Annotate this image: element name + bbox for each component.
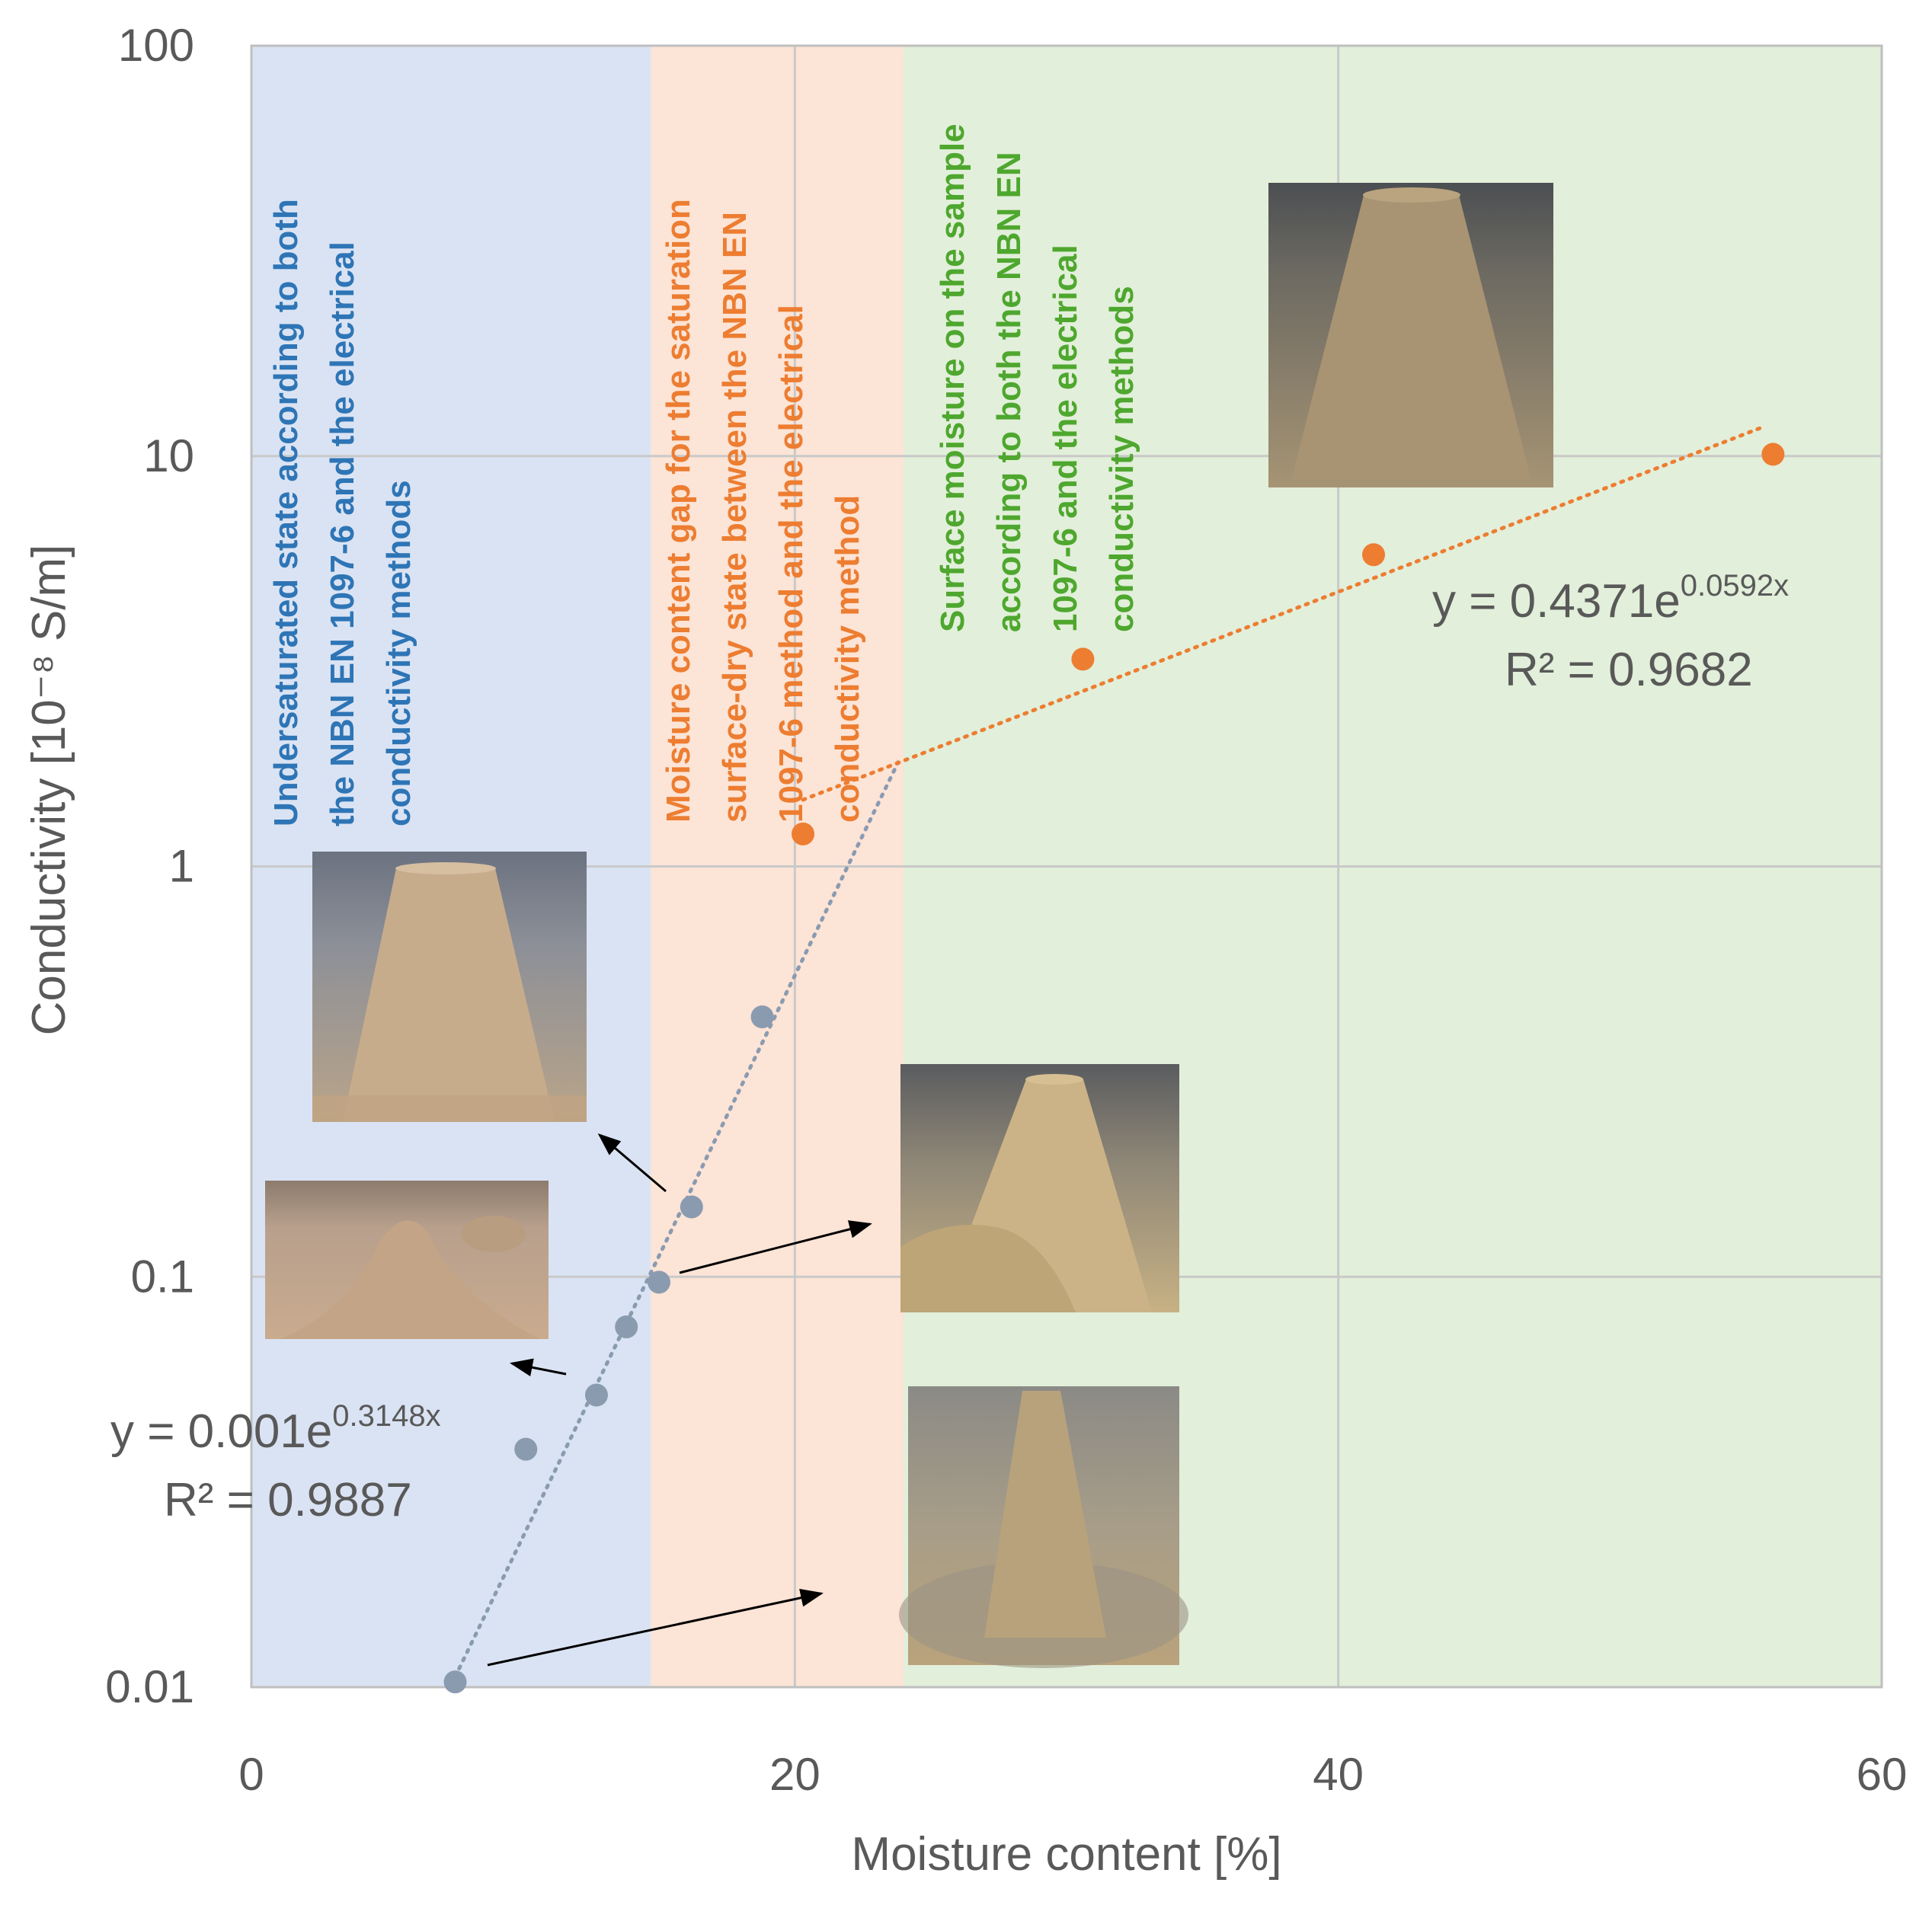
photo-slumped-cone [900,1064,1179,1312]
y-axis-title: Conductivity [10⁻⁸ S/m] [23,545,75,1036]
point-series-1-2 [584,1383,608,1407]
point-series-2-3 [1761,443,1785,466]
region-1-text-line-1: surface-dry state between the NBN EN [716,212,753,823]
point-series-2-1 [1071,647,1095,671]
arrow-to-mound-photo [510,1358,567,1376]
plot-frame [250,44,1883,1689]
arrow-to-pan-cone-photo [487,1588,824,1667]
point-series-1-6 [750,1005,774,1028]
svg-text:y = 0.001e0.3148x: y = 0.001e0.3148x [110,1399,441,1458]
point-series-2-2 [1362,543,1386,567]
arrow-to-slumped-cone-photo [679,1220,872,1274]
equation-1-r2: R² = 0.9887 [164,1474,412,1526]
point-series-2-0 [792,822,815,845]
region-0-text-line-1: the NBN EN 1097-6 and the electrical [324,241,361,826]
photo-narrow-cone-in-pan [899,1386,1188,1668]
x-tick-label-2: 40 [1313,1749,1364,1800]
arrow-to-tall-cone-photo [597,1133,667,1193]
x-tick-label-3: 60 [1857,1749,1908,1800]
point-series-1-1 [514,1437,538,1461]
equation-series-1: y = 0.001e0.3148x R² = 0.9887 [110,1399,441,1526]
y-tick-label-2: 1 [169,841,194,892]
photo-collapsed-mound [265,1181,549,1339]
equation-1-exponent: 0.3148x [332,1399,440,1433]
equation-series-2: y = 0.4371e0.0592x R² = 0.9682 [1432,569,1789,696]
region-1-text-line-3: conductivity method [829,495,866,823]
point-series-1-0 [443,1670,467,1694]
x-axis-title: Moisture content [%] [851,1828,1281,1881]
x-tick-label-1: 20 [769,1749,820,1800]
sample-photos [265,183,1553,1668]
point-series-1-5 [680,1195,703,1219]
region-1-text-line-2: 1097-6 method and the electrical [772,305,810,823]
region-annotations: Undersaturated state according to both th… [267,123,1140,826]
trendlines [453,425,1764,1679]
y-tick-label-1: 0.1 [131,1251,194,1302]
equation-2-r2: R² = 0.9682 [1505,644,1753,696]
region-0-text-line-2: conductivity methods [380,480,417,826]
data-points [443,443,1785,1694]
region-2-text-line-0: Surface moisture on the sample [934,123,971,632]
region-2-text-line-2: 1097-6 and the electrical [1047,245,1084,632]
svg-text:y = 0.4371e0.0592x: y = 0.4371e0.0592x [1432,569,1789,628]
equation-2-base: y = 0.4371e [1432,575,1681,628]
y-tick-label-3: 10 [143,430,194,481]
tick-labels: 0 20 40 60 0.01 0.1 1 10 100 [105,20,1907,1800]
photo-wet-cone [1268,183,1553,487]
trendline-series-2 [801,425,1764,802]
region-2-text-line-3: conductivity methods [1103,286,1140,632]
y-tick-label-4: 100 [118,20,194,71]
point-series-1-4 [648,1271,670,1294]
photo-undersaturated-tall-cone [312,852,587,1122]
region-1-text-line-0: Moisture content gap for the saturation [660,199,697,823]
x-tick-label-0: 0 [238,1749,264,1800]
equation-2-exponent: 0.0592x [1681,569,1789,603]
region-0-text-line-0: Undersaturated state according to both [267,199,305,826]
region-2-text-line-1: according to both the NBN EN [990,152,1028,632]
annotation-arrows [487,1133,872,1667]
y-tick-label-0: 0.01 [105,1661,194,1712]
equation-1-base: y = 0.001e [110,1405,332,1458]
point-series-1-3 [615,1315,638,1339]
